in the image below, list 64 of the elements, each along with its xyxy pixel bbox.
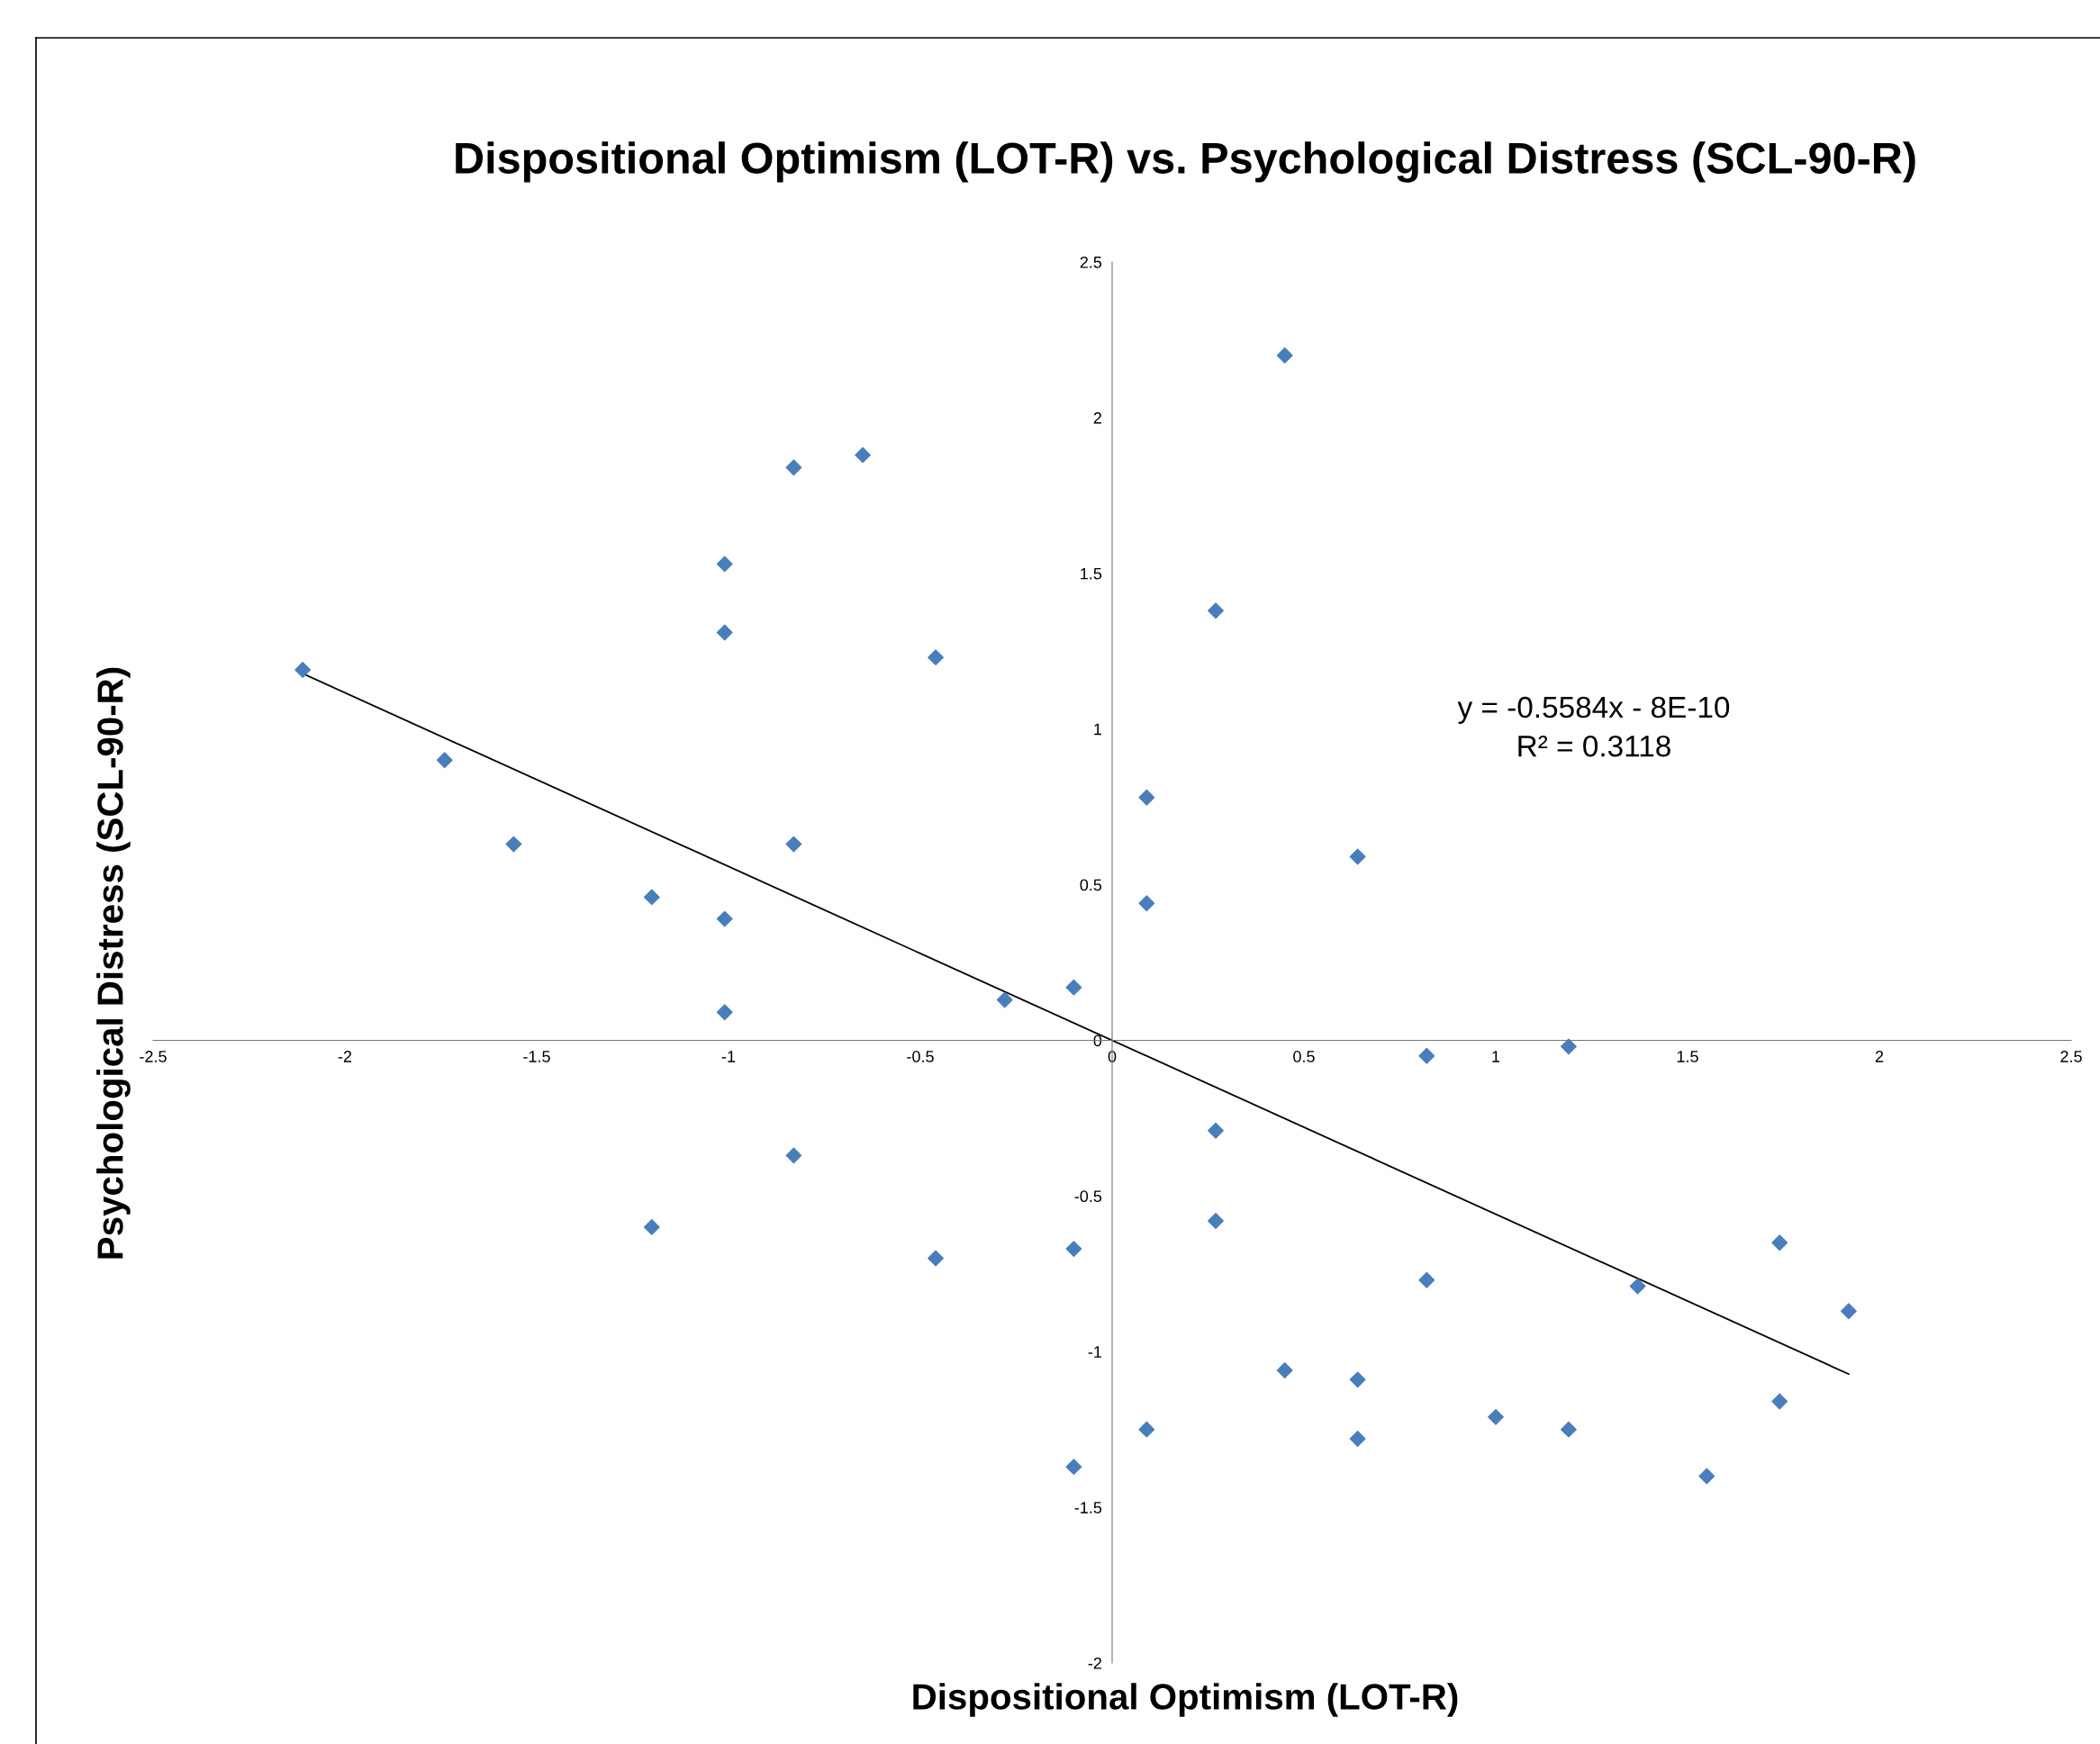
point xyxy=(1138,1421,1155,1438)
y-tick-label: -1.5 xyxy=(1074,1502,1102,1514)
point xyxy=(928,649,944,666)
y-tick-label: -2 xyxy=(1088,1657,1101,1669)
point xyxy=(996,991,1013,1008)
y-axis-title: Psychological Distress (SCL-90-R) xyxy=(96,667,131,1259)
point xyxy=(716,910,733,927)
point xyxy=(716,556,733,573)
point xyxy=(1841,1303,1857,1320)
point xyxy=(1698,1468,1715,1485)
point xyxy=(785,1147,802,1164)
y-tick-label: 2 xyxy=(1093,411,1101,424)
y-tick-label: -0.5 xyxy=(1074,1190,1102,1203)
x-tick-label: -2.5 xyxy=(140,1051,167,1062)
y-tick-label: 1.5 xyxy=(1081,567,1102,580)
annotation: y = -0.5584x - 8E-10 R² = 0.3118 xyxy=(1457,696,1730,757)
x-tick-label: -2 xyxy=(338,1051,352,1062)
point xyxy=(1771,1393,1788,1410)
point xyxy=(1065,979,1082,996)
point xyxy=(1138,789,1155,806)
point xyxy=(716,624,733,641)
y-tick-label: 1 xyxy=(1094,723,1102,736)
y-tick-label: -1 xyxy=(1088,1346,1102,1358)
point xyxy=(1208,1213,1224,1229)
x-tick-label: 0.5 xyxy=(1293,1051,1315,1062)
point xyxy=(505,836,522,853)
point xyxy=(1418,1271,1435,1288)
x-tick-label: 2.5 xyxy=(2060,1051,2082,1062)
point xyxy=(1276,347,1293,364)
point xyxy=(1208,602,1224,619)
point xyxy=(785,836,802,853)
point xyxy=(1208,1122,1224,1139)
y-tick-label: 2.5 xyxy=(1080,256,1102,268)
point xyxy=(1418,1047,1435,1064)
x-tick-label: 1.5 xyxy=(1677,1051,1698,1062)
point xyxy=(928,1250,944,1267)
x-tick-label: 0 xyxy=(1108,1051,1117,1062)
point xyxy=(1349,848,1366,865)
x-tick-label: -1.5 xyxy=(523,1051,550,1062)
x-tick-label: -1 xyxy=(721,1051,736,1062)
point xyxy=(294,662,312,678)
point xyxy=(1488,1408,1504,1425)
point xyxy=(1629,1278,1646,1295)
point xyxy=(716,1004,733,1021)
point xyxy=(643,1218,660,1235)
point xyxy=(1771,1234,1788,1252)
point xyxy=(1561,1038,1577,1055)
x-tick-label: -0.5 xyxy=(907,1051,934,1062)
point xyxy=(643,889,660,906)
y-tick-label: 0.5 xyxy=(1080,879,1102,891)
x-axis-title: Dispositional Optimism (LOT-R) xyxy=(913,1683,1458,1717)
point xyxy=(1349,1431,1366,1447)
x-tick-label: 1 xyxy=(1492,1051,1500,1062)
point xyxy=(785,459,802,476)
point xyxy=(1065,1459,1082,1476)
point xyxy=(436,752,453,769)
chart-title: Dispositional Optimism (LOT-R) vs. Psychological Distress (SCL-90-R) xyxy=(456,141,1915,183)
point xyxy=(1349,1371,1366,1388)
point xyxy=(1138,895,1155,912)
point xyxy=(1561,1421,1577,1438)
x-tick-label: 2 xyxy=(1875,1051,1884,1062)
point xyxy=(1276,1362,1293,1378)
point xyxy=(1065,1241,1082,1258)
point xyxy=(855,447,872,464)
